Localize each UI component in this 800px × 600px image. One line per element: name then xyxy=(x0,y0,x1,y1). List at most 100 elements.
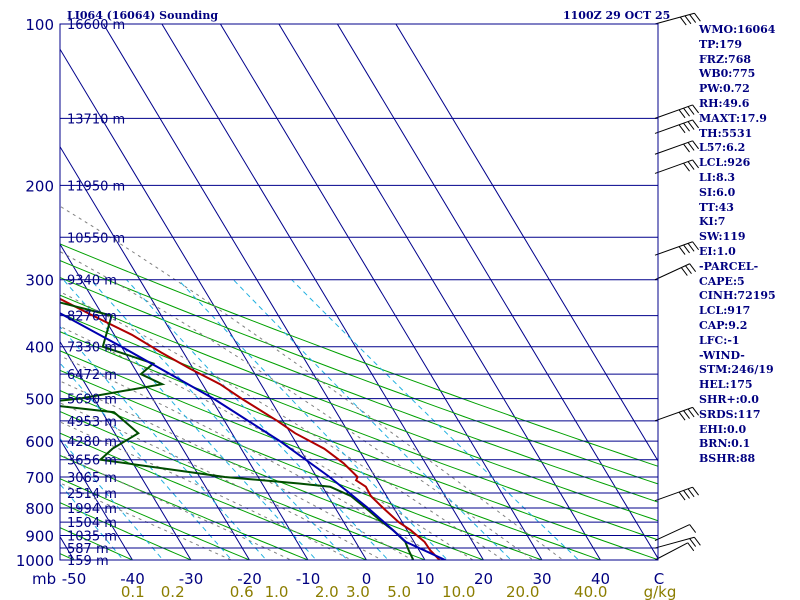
index-item: LCL:917 xyxy=(699,304,751,318)
height-label: 1504 m xyxy=(67,516,117,531)
dry-adiabat-line xyxy=(60,243,658,467)
stability-indices-panel: WMO:16064 TP:179 FRZ:768 WB0:775 PW:0.72 RH:4… xyxy=(699,23,776,467)
index-item: WMO:16064 xyxy=(699,23,776,36)
mixing-ratio-line xyxy=(60,325,267,560)
wind-barb xyxy=(654,406,699,422)
mixing-ratio-line xyxy=(60,437,164,560)
index-item: HEL:175 xyxy=(699,378,753,392)
index-item: LI:8.3 xyxy=(699,170,736,184)
wind-barb xyxy=(654,119,699,134)
pressure-tick-label: 300 xyxy=(25,272,54,290)
temperature-tick-label: -40 xyxy=(120,570,145,588)
height-label: 1035 m xyxy=(67,529,117,544)
index-item: LCL:926 xyxy=(699,156,751,170)
index-item: SI:6.0 xyxy=(699,185,736,199)
temperature-tick-label: 10 xyxy=(415,570,434,588)
wind-barb xyxy=(654,104,699,119)
temperature-profile-line xyxy=(60,297,441,560)
moist-adiabat-line xyxy=(60,402,383,560)
index-item: CINH:72195 xyxy=(699,289,776,303)
mixing-ratio-label: 0.6 xyxy=(230,583,254,600)
index-item: SW:119 xyxy=(699,230,746,244)
index-item: SRDS:117 xyxy=(699,407,761,421)
temperature-tick-label: -30 xyxy=(179,570,204,588)
isotherm-line xyxy=(60,48,368,560)
temperature-tick-label: C xyxy=(654,570,664,588)
mixing-ratio-label: 2.0 xyxy=(315,583,339,600)
pressure-tick-label: 100 xyxy=(25,16,54,34)
index-item: EHI:0.0 xyxy=(699,422,747,436)
mixing-ratio-line xyxy=(177,279,449,560)
mixing-ratio-line xyxy=(233,279,512,560)
sounding-profiles xyxy=(60,297,448,560)
dry-adiabat-line xyxy=(60,331,658,560)
height-label: 9340 m xyxy=(67,274,117,289)
index-item: CAPE:5 xyxy=(699,274,745,288)
dry-adiabat-line xyxy=(60,478,251,560)
moist-adiabat-line xyxy=(60,291,504,560)
index-item: EI:1.0 xyxy=(699,244,736,258)
isotherm-line xyxy=(102,24,426,560)
mixing-ratio-label: 5.0 xyxy=(387,583,411,600)
index-item: MAXT:17.9 xyxy=(699,111,767,125)
height-label: 1994 m xyxy=(67,502,117,517)
isotherm-line xyxy=(0,0,22,571)
isotherm-line xyxy=(336,24,658,560)
height-label: 7330 m xyxy=(67,341,117,356)
temperature-tick-label: 40 xyxy=(591,570,610,588)
parcel-profile-line xyxy=(60,312,448,560)
index-item: -WIND- xyxy=(699,348,745,362)
mixing-ratio-label: 3.0 xyxy=(346,583,370,600)
moist-adiabat-line xyxy=(60,355,444,560)
mixing-ratio-line xyxy=(126,279,389,560)
height-label: 13710 m xyxy=(67,112,125,127)
index-item: L57:6.2 xyxy=(699,141,746,155)
index-item: -PARCEL- xyxy=(699,259,759,273)
mixing-ratio-unit: g/kg xyxy=(644,583,677,600)
temperature-tick-label: 20 xyxy=(474,570,493,588)
moist-adiabat-line xyxy=(60,251,534,560)
station-title: LI064 (16064) Sounding xyxy=(67,9,219,22)
temperature-tick-label: -10 xyxy=(296,570,321,588)
height-label: 2514 m xyxy=(67,487,117,502)
pressure-tick-label: 200 xyxy=(25,177,54,195)
dry-adiabat-line xyxy=(60,350,603,560)
index-item: FRZ:768 xyxy=(699,52,752,66)
pressure-tick-label: 700 xyxy=(25,469,54,487)
index-item: KI:7 xyxy=(699,215,726,229)
height-label: 587 m xyxy=(67,542,109,557)
height-label: 5690 m xyxy=(67,393,117,408)
isotherm-line xyxy=(60,438,134,560)
mixing-ratio-line xyxy=(90,279,348,560)
height-label: 6472 m xyxy=(67,368,117,383)
dry-adiabat-line xyxy=(60,260,658,485)
moist-adiabat-line xyxy=(60,205,564,560)
temperature-tick-label: -20 xyxy=(237,570,262,588)
dry-adiabat-line xyxy=(60,294,658,522)
height-label: 10550 m xyxy=(67,231,125,246)
wind-barb xyxy=(654,536,701,549)
moist-adiabat-line xyxy=(60,380,414,560)
mixing-ratio-label: 0.2 xyxy=(161,583,185,600)
height-label: 3065 m xyxy=(67,471,117,486)
dry-adiabat-line xyxy=(60,502,193,560)
dry-adiabat-line xyxy=(60,454,310,560)
height-label: 8276 m xyxy=(67,310,117,325)
wind-barb xyxy=(654,140,699,155)
wind-barb xyxy=(654,542,695,561)
temperature-tick-label: -50 xyxy=(62,570,87,588)
dry-adiabat-line xyxy=(60,527,134,560)
pressure-tick-label: 500 xyxy=(25,391,54,409)
background-grid xyxy=(0,0,658,571)
wind-barb xyxy=(654,241,699,256)
height-label: 4953 m xyxy=(67,415,117,430)
isotherm-line xyxy=(219,24,543,560)
index-item: TH:5531 xyxy=(699,126,753,140)
index-item: BSHR:88 xyxy=(699,452,756,466)
height-label: 3656 m xyxy=(67,454,117,469)
dewpoint-profile-line xyxy=(60,301,415,560)
index-item: RH:49.6 xyxy=(699,96,750,110)
wind-barb xyxy=(654,159,699,174)
wind-barb xyxy=(654,263,697,281)
